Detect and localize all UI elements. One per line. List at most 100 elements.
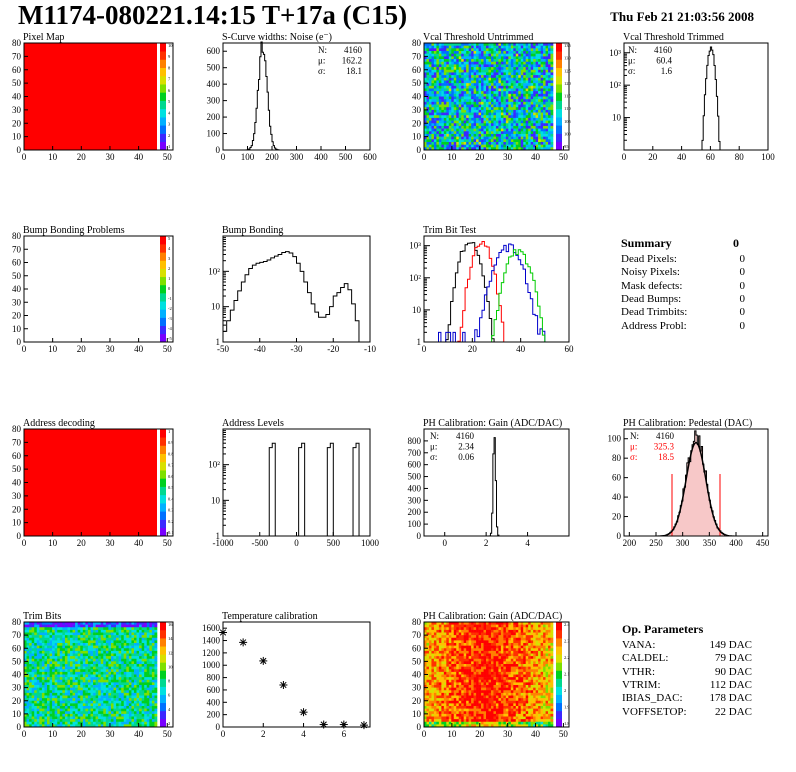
vcal-untrimmed-cell [453, 131, 457, 135]
trim-bits-cell [95, 713, 99, 717]
ph-gain-map-cell [428, 703, 432, 707]
trim-bits-cell [154, 721, 158, 725]
trim-bits-cell [57, 671, 61, 675]
trim-bits-cell [110, 640, 114, 644]
pixel-map-palette-label: 7 [168, 77, 171, 82]
trim-bits-cell [141, 692, 145, 696]
vcal-untrimmed-cell [510, 56, 514, 60]
trim-bits-cell [72, 698, 76, 702]
trim-bits-cell [31, 687, 35, 691]
vcal-untrimmed-cell [426, 72, 430, 76]
trim-bits-cell [52, 703, 55, 707]
vcal-untrimmed-cell [528, 144, 531, 148]
vcal-untrimmed-cell [466, 101, 469, 105]
trim-bits-cell [29, 698, 32, 702]
trim-bits-cell [123, 653, 127, 657]
trim-bits-cell [123, 658, 127, 662]
vcal-untrimmed-cell [436, 128, 440, 132]
trim-bits-cell [44, 645, 48, 649]
trim-bits-cell [141, 643, 145, 646]
trim-bits-cell [116, 643, 119, 646]
vcal-untrimmed-cell [438, 99, 442, 103]
trim-bits-cell [41, 700, 45, 704]
vcal-untrimmed-cell [538, 59, 541, 63]
vcal-untrimmed-cell [478, 136, 482, 140]
trim-bits-cell [67, 658, 71, 662]
trim-bits-cell [72, 658, 76, 662]
vcal-untrimmed-cell [478, 117, 482, 121]
ph-gain-map-cell [428, 679, 432, 683]
ph-gain-map-cell [428, 653, 432, 657]
vcal-untrimmed-cell [473, 91, 477, 95]
vcal-untrimmed-cell [503, 96, 507, 100]
trim-bits-cell [131, 713, 135, 717]
vcal-untrimmed-cell [433, 53, 437, 57]
vcal-untrimmed-cell [495, 72, 499, 76]
trim-bits-cell [75, 706, 79, 709]
vcal-untrimmed-cell [431, 53, 435, 57]
vcal-untrimmed-cell [443, 93, 447, 97]
vcal-untrimmed-cell [533, 59, 536, 63]
trim-bits-cell [31, 700, 35, 704]
trim-bits-cell [105, 669, 109, 673]
vcal-untrimmed-cell [451, 48, 455, 52]
vcal-untrimmed-cell [513, 141, 517, 145]
trim-bits-cell [24, 635, 27, 639]
vcal-untrimmed-cell [528, 48, 531, 52]
trim-bits-cell [49, 695, 53, 699]
trim-bits-cell [47, 687, 50, 691]
vcal-untrimmed-cell [461, 101, 464, 105]
trim-bits-cell [133, 674, 137, 678]
vcal-untrimmed-cell [493, 115, 497, 119]
vcal-untrimmed-cell [520, 133, 524, 137]
trim-bits-cell [26, 635, 30, 639]
vcal-untrimmed-cell [426, 64, 430, 68]
vcal-untrimmed-cell [473, 96, 477, 100]
trim-bits-cell [64, 679, 68, 683]
trim-bits-cell [149, 716, 153, 720]
vcal-untrimmed-cell [515, 91, 519, 95]
trim-bits-cells [24, 622, 158, 728]
trim-bits-cell [118, 645, 122, 649]
trim-bits-cell [70, 674, 73, 678]
vcal-untrimmed-cell [495, 112, 499, 116]
vcal-untrimmed-cell [488, 101, 492, 105]
trim-bits-cell [44, 656, 48, 660]
bump-problems-ytick-label: 30 [12, 297, 22, 307]
trim-bits-cell [54, 713, 58, 717]
trim-bits-cell [154, 679, 158, 683]
trim-bits-cell [116, 711, 119, 715]
vcal-untrimmed-cell [468, 77, 472, 81]
vcal-untrimmed-cell [530, 91, 534, 95]
vcal-untrimmed-cell [490, 125, 494, 129]
ph-gain-map-cell [428, 700, 432, 704]
vcal-untrimmed-cell [433, 45, 437, 49]
vcal-untrimmed-cell [518, 139, 522, 143]
vcal-untrimmed-cell [495, 80, 499, 84]
pixel-map-palette-band [160, 133, 166, 143]
trim-bits-cell [144, 677, 148, 681]
vcal-untrimmed-cell [436, 93, 440, 97]
pixel-map-ytick-label: 60 [12, 65, 22, 75]
trim-bits-cell [98, 682, 102, 686]
vcal-untrimmed-cell [528, 104, 531, 108]
vcal-untrimmed-cell [458, 80, 462, 84]
vcal-untrimmed-cell [438, 131, 442, 135]
vcal-untrimmed-cell [540, 67, 544, 71]
trim-bit-test-xtick-label: 60 [565, 344, 575, 354]
vcal-untrimmed-cell [543, 56, 546, 60]
trim-bits-cell [54, 692, 58, 696]
trim-bits-cell [149, 671, 153, 675]
vcal-untrimmed-cell [550, 61, 554, 65]
trim-bits-cell [128, 661, 132, 665]
vcal-untrimmed-cell [438, 147, 442, 151]
trim-bits-cell [59, 716, 63, 720]
trim-bits-cell [123, 685, 127, 688]
trim-bits-cell [108, 695, 112, 699]
vcal-untrimmed-cell [530, 48, 534, 52]
vcal-untrimmed-cell [545, 48, 549, 52]
trim-bits-cell [67, 650, 71, 654]
vcal-untrimmed-cell [453, 75, 457, 79]
vcal-untrimmed-cell [535, 88, 539, 92]
vcal-untrimmed-cell [548, 117, 551, 121]
